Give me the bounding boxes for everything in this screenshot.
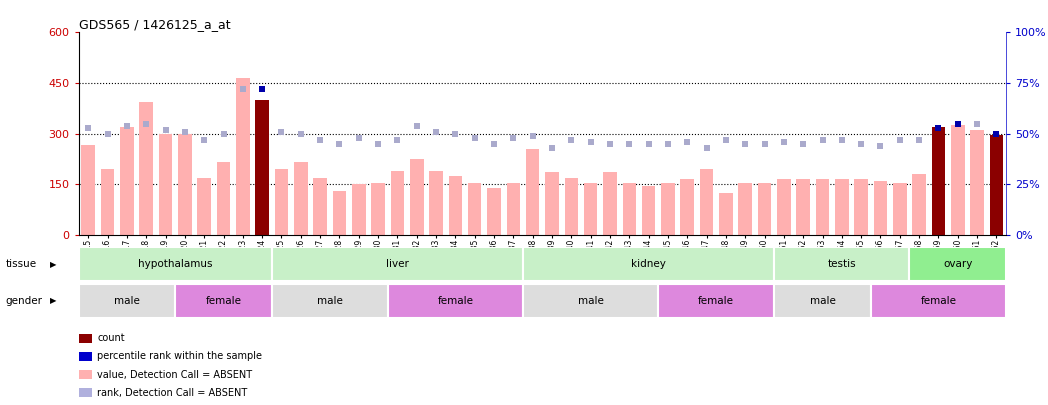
Bar: [658, 284, 774, 318]
Bar: [256, 100, 269, 235]
Bar: [275, 169, 288, 235]
Bar: [661, 183, 675, 235]
Bar: [989, 135, 1003, 235]
Bar: [641, 186, 655, 235]
Bar: [854, 179, 868, 235]
Bar: [932, 127, 945, 235]
Bar: [391, 171, 405, 235]
Bar: [294, 162, 307, 235]
Bar: [468, 183, 481, 235]
Bar: [778, 179, 790, 235]
Bar: [913, 174, 925, 235]
Bar: [604, 173, 616, 235]
Bar: [739, 183, 752, 235]
Text: female: female: [437, 296, 474, 306]
Text: male: male: [809, 296, 835, 306]
Text: liver: liver: [386, 259, 409, 269]
Bar: [271, 247, 523, 281]
Text: testis: testis: [828, 259, 856, 269]
Bar: [970, 130, 984, 235]
Bar: [410, 159, 423, 235]
Bar: [197, 177, 211, 235]
Text: male: male: [316, 296, 343, 306]
Bar: [178, 134, 192, 235]
Bar: [506, 183, 520, 235]
Text: female: female: [920, 296, 957, 306]
Bar: [835, 179, 849, 235]
Bar: [523, 284, 658, 318]
Text: hypothalamus: hypothalamus: [138, 259, 213, 269]
Bar: [584, 183, 597, 235]
Bar: [159, 134, 172, 235]
Bar: [313, 177, 327, 235]
Bar: [719, 193, 733, 235]
Bar: [526, 149, 540, 235]
Text: ▶: ▶: [50, 260, 57, 269]
Text: gender: gender: [5, 296, 42, 305]
Bar: [680, 179, 694, 235]
Bar: [871, 284, 1006, 318]
Text: female: female: [205, 296, 241, 306]
Text: tissue: tissue: [5, 259, 37, 269]
Bar: [523, 247, 774, 281]
Bar: [175, 284, 271, 318]
Text: male: male: [114, 296, 139, 306]
Bar: [758, 183, 771, 235]
Bar: [121, 127, 134, 235]
Bar: [101, 169, 114, 235]
Text: ovary: ovary: [943, 259, 973, 269]
Bar: [874, 181, 888, 235]
Bar: [796, 179, 810, 235]
Bar: [700, 169, 714, 235]
Bar: [371, 183, 385, 235]
Bar: [332, 191, 346, 235]
Bar: [352, 184, 366, 235]
Bar: [893, 183, 907, 235]
Bar: [388, 284, 523, 318]
Bar: [774, 284, 871, 318]
Bar: [774, 247, 910, 281]
Text: kidney: kidney: [631, 259, 667, 269]
Bar: [79, 284, 175, 318]
Bar: [487, 188, 501, 235]
Bar: [79, 247, 271, 281]
Bar: [139, 102, 153, 235]
Bar: [910, 247, 1006, 281]
Text: percentile rank within the sample: percentile rank within the sample: [97, 352, 262, 361]
Bar: [951, 125, 964, 235]
Text: female: female: [698, 296, 735, 306]
Text: rank, Detection Call = ABSENT: rank, Detection Call = ABSENT: [97, 388, 247, 398]
Text: ▶: ▶: [50, 296, 57, 305]
Text: count: count: [97, 333, 125, 343]
Bar: [271, 284, 388, 318]
Text: value, Detection Call = ABSENT: value, Detection Call = ABSENT: [97, 370, 253, 379]
Bar: [545, 173, 559, 235]
Bar: [565, 177, 578, 235]
Text: male: male: [577, 296, 604, 306]
Bar: [430, 171, 443, 235]
Bar: [82, 145, 95, 235]
Text: GDS565 / 1426125_a_at: GDS565 / 1426125_a_at: [79, 18, 231, 31]
Bar: [217, 162, 231, 235]
Bar: [449, 176, 462, 235]
Bar: [623, 183, 636, 235]
Bar: [815, 179, 829, 235]
Bar: [236, 78, 249, 235]
